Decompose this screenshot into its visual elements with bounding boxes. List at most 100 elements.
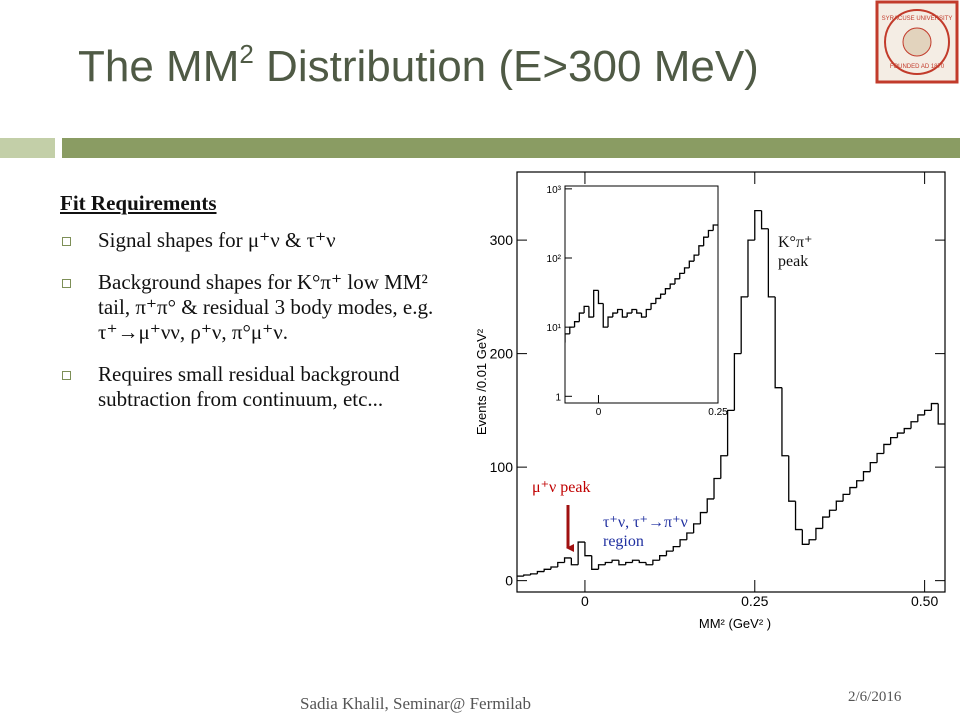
inset-bin: [583, 305, 589, 314]
annotation: K°π⁺: [778, 234, 812, 251]
histogram-bin: [794, 501, 803, 531]
y-axis-label: Events /0.01 GeV²: [474, 328, 489, 435]
inset-bin: [679, 272, 685, 279]
histogram-bin: [842, 493, 850, 502]
y-tick-label: 300: [490, 232, 514, 248]
inset-bin: [616, 308, 623, 314]
inset-bin: [659, 293, 666, 299]
inset-bin: [578, 312, 585, 322]
histogram-bin: [815, 527, 823, 540]
histogram-bin: [808, 539, 816, 545]
histogram-bin: [618, 560, 626, 566]
inset-bin: [645, 308, 652, 318]
histogram-bin: [781, 387, 789, 457]
histogram-bin: [923, 409, 932, 415]
histogram-bin: [665, 550, 674, 556]
y-tick-label: 100: [490, 459, 514, 475]
histogram-bin: [611, 559, 619, 563]
inset-bin: [655, 297, 661, 304]
inset-y-tick-label: 10³: [547, 185, 562, 196]
inset-bin: [698, 245, 704, 256]
histogram-bin: [584, 542, 592, 557]
histogram-bin: [604, 561, 613, 565]
histogram-bin: [910, 421, 918, 429]
inset-bin: [693, 254, 699, 262]
inset-y-tick-label: 10¹: [547, 323, 562, 334]
histogram-bin: [720, 455, 728, 479]
logo-ring: [884, 9, 950, 75]
histogram-bin: [631, 559, 640, 563]
histogram-bin: [869, 461, 878, 472]
histogram-bin: [645, 562, 653, 566]
histogram-bin: [862, 471, 871, 481]
inset-bin: [612, 312, 618, 318]
histogram-bin: [652, 559, 660, 565]
inset-bin: [588, 306, 594, 318]
date: 2/6/2016: [848, 689, 902, 705]
inset-bin: [683, 267, 690, 274]
footer: Sadia Khalil, Seminar@ Fermilab: [300, 694, 531, 713]
histogram-bin: [529, 573, 538, 575]
histogram-bin: [577, 541, 585, 565]
x-axis-label: MM² (GeV² ): [699, 616, 771, 631]
histogram-bin: [890, 436, 898, 445]
title-bar: [62, 138, 960, 158]
histogram-bin: [591, 555, 599, 570]
inset-bin: [640, 313, 647, 318]
annotation: peak: [778, 253, 808, 270]
logo-text: FOUNDED AD 1870: [890, 64, 945, 70]
logo-core: [902, 27, 932, 57]
histogram-bin: [917, 414, 925, 422]
inset-bin: [636, 309, 642, 314]
inset-bin: [621, 309, 628, 318]
y-tick-label: 200: [490, 346, 514, 362]
histogram-bin: [625, 561, 633, 565]
inset-bin: [712, 224, 718, 231]
inset-y-tick-label: 1: [555, 392, 561, 403]
annotation: region: [603, 533, 644, 550]
inset-bin: [650, 302, 656, 310]
inset-bin: [703, 236, 709, 246]
histogram-bin: [672, 545, 681, 552]
histogram-bin: [774, 296, 782, 389]
bullet: Background shapes for K°π⁺ low MM² tail,…: [60, 270, 460, 345]
histogram-bin: [699, 511, 708, 524]
annotation: τ⁺ν, τ⁺→π⁺ν: [603, 514, 688, 531]
histogram-bin: [747, 239, 755, 297]
histogram-bin: [597, 564, 606, 570]
slide-title: The MM2 Distribution (E>300 MeV): [78, 39, 759, 91]
histogram-bin: [557, 561, 565, 568]
inset-bin: [597, 290, 604, 305]
inset-bin: [669, 283, 675, 289]
logo-text: SYRACUSE UNIVERSITY: [882, 16, 953, 22]
histogram-bin: [686, 532, 694, 540]
histogram-bin: [896, 432, 905, 438]
inset-bin: [607, 316, 613, 328]
inset-bin: [688, 260, 695, 268]
inset-x-tick-label: 0: [596, 407, 602, 418]
histogram-bin: [706, 498, 715, 513]
inset-bin: [565, 333, 570, 343]
histogram-bin: [849, 486, 857, 495]
inset-x-tick-label: 0.25: [708, 407, 728, 418]
plot-frame: [516, 171, 946, 593]
inset-bin: [593, 289, 599, 318]
heading: Fit Requirements: [60, 191, 217, 215]
histogram-bin: [822, 516, 830, 529]
histogram-bin: [692, 523, 701, 533]
inset-histogram: [565, 224, 718, 343]
inset-frame: [564, 185, 719, 404]
inset-bin: [674, 278, 680, 285]
histogram-bin: [713, 477, 721, 499]
histogram-bin: [570, 557, 579, 566]
histogram-bin: [856, 480, 864, 488]
inset-bin: [707, 229, 714, 238]
bullet: Requires small residual background subtr…: [60, 362, 460, 412]
histogram-bin: [543, 568, 551, 572]
histogram-bin: [740, 296, 748, 354]
annotation: μ⁺ν peak: [532, 479, 590, 496]
histogram-bin: [726, 409, 735, 456]
histogram-bin: [679, 539, 687, 547]
